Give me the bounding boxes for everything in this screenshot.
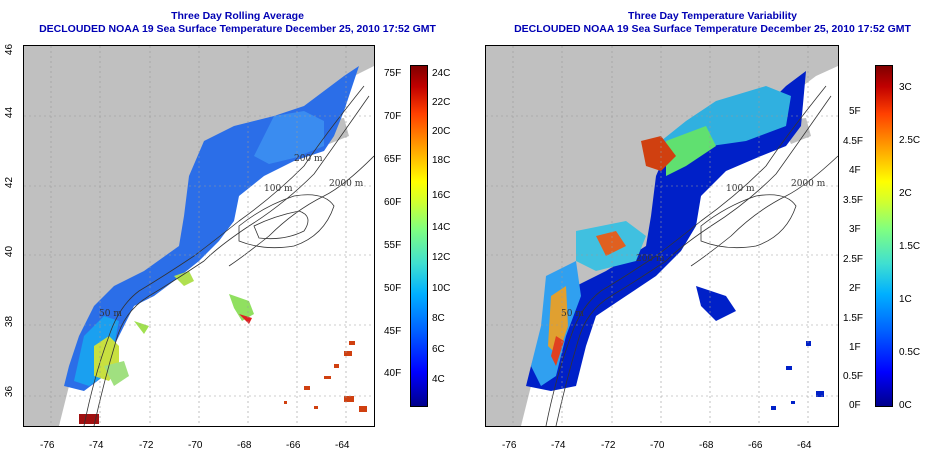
y-tick: 36 [4, 385, 16, 398]
left-panel: Three Day Rolling Average DECLOUDED NOAA… [4, 10, 451, 451]
gulf-stream-specks [79, 341, 367, 424]
cbar-label-f: 3.5F [843, 195, 864, 206]
cbar-label-f: 1F [849, 342, 861, 353]
cbar-label-f: 1.5F [843, 313, 864, 324]
grid-lines [486, 46, 838, 426]
cbar-label-c: 16C [432, 190, 451, 201]
cbar-label-c: 12C [432, 252, 451, 263]
left-map-svg: 200 m 100 m 2000 m 50 m [24, 46, 374, 426]
cbar-label-f: 0F [849, 400, 861, 411]
x-tick: -72 [601, 440, 616, 451]
grid-lines [24, 46, 374, 426]
right-map-svg: 100 m 2000 m 200 m 50 m [486, 46, 838, 426]
right-panel: Three Day Temperature Variability DECLOU… [475, 0, 950, 475]
cbar-label-f: 3F [849, 224, 861, 235]
cbar-label-c: 2.5C [899, 135, 921, 146]
contour-label-2000: 2000 m [791, 179, 826, 189]
x-tick: -76 [40, 440, 55, 451]
cbar-label-c: 1.5C [899, 241, 921, 252]
x-tick: -74 [551, 440, 566, 451]
contour-label-200: 200 m [636, 254, 665, 264]
cbar-label-c: 22C [432, 97, 451, 108]
cbar-label-f: 60F [384, 197, 402, 208]
cbar-label-c: 1C [899, 294, 912, 305]
left-title-line1: Three Day Rolling Average [171, 10, 304, 22]
contour-label-50: 50 m [561, 309, 584, 319]
cbar-label-c: 10C [432, 283, 451, 294]
left-map: 200 m 100 m 2000 m 50 m [23, 45, 375, 427]
cbar-label-c: 0C [899, 400, 912, 411]
cbar-label-f: 55F [384, 240, 402, 251]
cbar-label-c: 2C [899, 188, 912, 199]
right-title-line1: Three Day Temperature Variability [627, 10, 798, 22]
contour-label-200: 200 m [294, 154, 323, 164]
x-tick: -64 [797, 440, 812, 451]
cbar-label-c: 3C [899, 82, 912, 93]
cbar-label-f: 70F [384, 111, 402, 122]
x-tick: -70 [650, 440, 665, 451]
cbar-label-c: 14C [432, 222, 451, 233]
cbar-label-c: 6C [432, 344, 445, 355]
cbar-label-c: 0.5C [899, 347, 921, 358]
variability-shelf [526, 71, 806, 391]
y-tick: 46 [4, 43, 16, 56]
left-colorbar [410, 65, 428, 407]
x-tick: -66 [748, 440, 763, 451]
cbar-label-f: 5F [849, 106, 861, 117]
y-tick: 40 [4, 245, 16, 258]
contour-label-100: 100 m [264, 184, 293, 194]
cbar-label-c: 4C [432, 374, 445, 385]
contour-label-2000: 2000 m [329, 179, 364, 189]
right-map: 100 m 2000 m 200 m 50 m [485, 45, 839, 427]
cbar-label-c: 20C [432, 126, 451, 137]
x-tick: -70 [188, 440, 203, 451]
cbar-label-c: 8C [432, 313, 445, 324]
contour-label-50: 50 m [99, 309, 122, 319]
cbar-label-f: 0.5F [843, 371, 864, 382]
cbar-label-f: 75F [384, 68, 402, 79]
right-colorbar [875, 65, 893, 407]
x-tick: -72 [139, 440, 154, 451]
x-tick: -66 [286, 440, 301, 451]
cbar-label-f: 4F [849, 165, 861, 176]
y-tick: 42 [4, 176, 16, 189]
right-title-line2: DECLOUDED NOAA 19 Sea Surface Temperatur… [514, 23, 911, 35]
x-tick: -68 [237, 440, 252, 451]
cbar-label-f: 50F [384, 283, 402, 294]
variability-specks [771, 341, 824, 410]
cbar-label-f: 65F [384, 154, 402, 165]
cbar-label-c: 24C [432, 68, 451, 79]
x-tick: -76 [502, 440, 517, 451]
x-tick: -64 [335, 440, 350, 451]
x-tick: -74 [89, 440, 104, 451]
contour-label-100: 100 m [726, 184, 755, 194]
y-tick: 44 [4, 106, 16, 119]
cbar-label-f: 45F [384, 326, 402, 337]
y-tick: 38 [4, 315, 16, 328]
cbar-label-f: 2F [849, 283, 861, 294]
cbar-label-c: 18C [432, 155, 451, 166]
cbar-label-f: 4.5F [843, 136, 864, 147]
left-title-line2: DECLOUDED NOAA 19 Sea Surface Temperatur… [39, 23, 436, 35]
cbar-label-f: 40F [384, 368, 402, 379]
cbar-label-f: 2.5F [843, 254, 864, 265]
x-tick: -68 [699, 440, 714, 451]
